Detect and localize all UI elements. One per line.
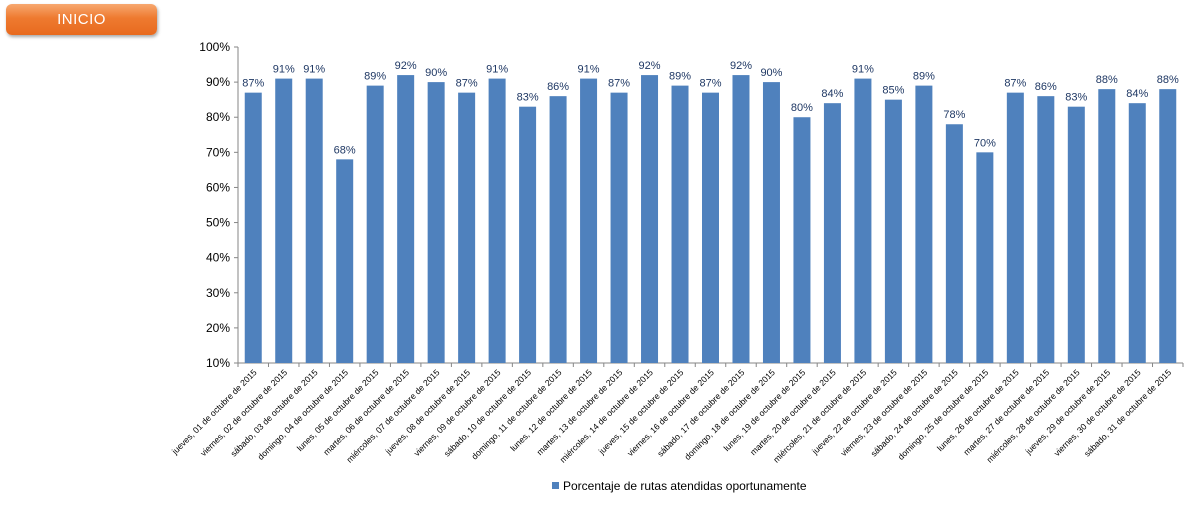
legend-label: Porcentaje de rutas atendidas oportuname… — [563, 479, 807, 493]
bar — [366, 85, 384, 363]
bar — [397, 75, 415, 363]
data-label: 86% — [1035, 81, 1057, 93]
data-label: 84% — [821, 88, 843, 100]
data-label: 87% — [1004, 78, 1026, 90]
y-tick-label: 30% — [206, 286, 230, 300]
bar — [854, 78, 872, 363]
data-label: 68% — [334, 144, 356, 156]
data-label: 88% — [1096, 74, 1118, 86]
data-label: 91% — [578, 64, 600, 76]
data-label: 84% — [1126, 88, 1148, 100]
data-label: 92% — [639, 60, 661, 72]
bar — [1159, 89, 1177, 363]
y-tick-label: 40% — [206, 251, 230, 265]
data-label: 83% — [517, 92, 539, 104]
data-label: 83% — [1065, 92, 1087, 104]
data-label: 87% — [608, 78, 630, 90]
bar — [549, 96, 567, 364]
bar — [1067, 106, 1085, 363]
bar — [1128, 103, 1146, 363]
bar — [641, 75, 659, 363]
bar — [610, 92, 628, 364]
bar — [915, 85, 933, 363]
bar — [458, 92, 476, 364]
data-label: 86% — [547, 81, 569, 93]
data-label: 87% — [456, 78, 478, 90]
bar — [823, 103, 841, 363]
y-tick-label: 70% — [206, 145, 230, 159]
bar — [427, 82, 445, 363]
data-label: 70% — [974, 137, 996, 149]
bar — [1037, 96, 1055, 364]
bar — [488, 78, 506, 363]
bar — [976, 152, 994, 363]
bar — [793, 117, 811, 363]
data-label: 88% — [1157, 74, 1179, 86]
bar — [580, 78, 598, 363]
data-label: 80% — [791, 102, 813, 114]
bar — [1006, 92, 1024, 364]
data-label: 92% — [395, 60, 417, 72]
bar — [244, 92, 262, 364]
data-label: 91% — [852, 64, 874, 76]
y-tick-label: 60% — [206, 180, 230, 194]
data-label: 89% — [913, 71, 935, 83]
data-label: 89% — [364, 71, 386, 83]
bar — [762, 82, 780, 363]
bar — [1098, 89, 1116, 363]
bar — [305, 78, 323, 363]
data-label: 87% — [699, 78, 721, 90]
y-tick-label: 100% — [199, 40, 230, 54]
bar — [732, 75, 750, 363]
data-label: 89% — [669, 71, 691, 83]
data-label: 91% — [486, 64, 508, 76]
bar — [336, 159, 354, 363]
data-label: 90% — [425, 67, 447, 79]
data-label: 91% — [303, 64, 325, 76]
data-label: 91% — [273, 64, 295, 76]
bar — [671, 85, 689, 363]
bar — [519, 106, 537, 363]
y-tick-label: 10% — [206, 356, 230, 370]
inicio-button[interactable]: INICIO — [6, 4, 157, 35]
y-tick-label: 20% — [206, 321, 230, 335]
data-label: 92% — [730, 60, 752, 72]
data-label: 78% — [943, 109, 965, 121]
data-label: 87% — [242, 78, 264, 90]
legend-swatch — [552, 482, 559, 489]
data-label: 85% — [882, 85, 904, 97]
y-tick-label: 90% — [206, 75, 230, 89]
data-label: 90% — [760, 67, 782, 79]
bar — [884, 99, 902, 364]
y-tick-label: 80% — [206, 110, 230, 124]
bar — [945, 124, 963, 363]
bar — [702, 92, 719, 364]
y-tick-label: 50% — [206, 216, 230, 230]
bar — [275, 78, 293, 363]
